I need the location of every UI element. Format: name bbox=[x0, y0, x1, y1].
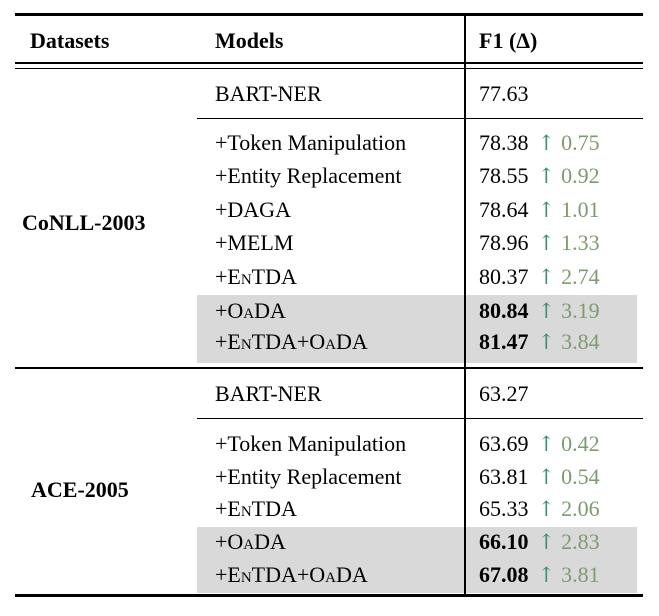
table-row: +EnTDA+OaDA 67.08 ↑ 3.81 bbox=[0, 559, 659, 592]
model-cell: +OaDA bbox=[215, 529, 286, 554]
delta-value: 0.54 bbox=[561, 464, 600, 489]
up-arrow-icon: ↑ bbox=[537, 264, 556, 289]
model-cell: BART-NER bbox=[215, 380, 322, 406]
delta-value: 1.33 bbox=[561, 230, 600, 255]
f1-value: 78.96 bbox=[479, 230, 529, 255]
f1-cell: 78.55 ↑ 0.92 bbox=[479, 165, 600, 187]
model-cell: +OaDA bbox=[215, 298, 286, 323]
f1-value: 78.38 bbox=[479, 130, 529, 155]
col-header-datasets: Datasets bbox=[30, 27, 110, 53]
table-row: +Token Manipulation 78.38 ↑ 0.75 bbox=[0, 127, 659, 160]
f1-cell: 81.47 ↑ 3.84 bbox=[479, 331, 600, 353]
table-row: +Token Manipulation 63.69 ↑ 0.42 bbox=[0, 428, 659, 461]
ace-baseline-midrule bbox=[197, 418, 643, 420]
table-row: +OaDA 66.10 ↑ 2.83 bbox=[0, 526, 659, 559]
model-cell: +Entity Replacement bbox=[215, 163, 402, 188]
model-cell: +Entity Replacement bbox=[215, 464, 402, 489]
f1-cell: 63.69 ↑ 0.42 bbox=[479, 433, 600, 455]
row-highlight-ace bbox=[197, 527, 637, 593]
f1-cell: 63.27 bbox=[479, 380, 529, 406]
f1-cell: 80.84 ↑ 3.19 bbox=[479, 300, 600, 322]
header-row: Datasets Models F1 (Δ) bbox=[0, 24, 659, 57]
col-header-models: Models bbox=[215, 27, 284, 53]
model-cell: +Token Manipulation bbox=[215, 130, 407, 155]
f1-value: 63.69 bbox=[479, 431, 529, 456]
delta-value: 0.92 bbox=[561, 163, 600, 188]
table-row: +Entity Replacement 78.55 ↑ 0.92 bbox=[0, 160, 659, 193]
f1-cell: 77.63 bbox=[479, 83, 529, 105]
f1-value: 80.37 bbox=[479, 263, 529, 289]
f1-cell: 67.08 ↑ 3.81 bbox=[479, 564, 600, 586]
delta-value: 3.81 bbox=[561, 562, 600, 587]
delta-value: 2.06 bbox=[561, 496, 600, 521]
f1-cell: 78.96 ↑ 1.33 bbox=[479, 232, 600, 254]
row-highlight-conll bbox=[197, 295, 637, 363]
up-arrow-icon: ↑ bbox=[537, 497, 556, 521]
model-cell: +DAGA bbox=[215, 196, 291, 222]
table-row: BART-NER 63.27 bbox=[0, 377, 659, 410]
model-cell: +EnTDA+OaDA bbox=[215, 329, 368, 354]
f1-value: 78.64 bbox=[479, 196, 529, 222]
up-arrow-icon: ↑ bbox=[537, 432, 556, 456]
model-cell: +MELM bbox=[215, 230, 294, 255]
model-cell: +EnTDA bbox=[215, 263, 297, 289]
f1-value: 81.47 bbox=[479, 329, 529, 354]
up-arrow-icon: ↑ bbox=[537, 465, 556, 489]
up-arrow-icon: ↑ bbox=[537, 299, 556, 323]
f1-value: 80.84 bbox=[479, 298, 529, 323]
table-row: +MELM 78.96 ↑ 1.33 bbox=[0, 227, 659, 260]
header-double-rule-2 bbox=[15, 67, 643, 69]
f1-cell: 63.81 ↑ 0.54 bbox=[479, 466, 600, 488]
delta-value: 2.74 bbox=[561, 263, 600, 289]
header-double-rule-1 bbox=[15, 61, 643, 64]
table-row: +EnTDA 65.33 ↑ 2.06 bbox=[0, 493, 659, 526]
f1-cell: 80.37 ↑ 2.74 bbox=[479, 263, 600, 289]
f1-value: 63.27 bbox=[479, 380, 529, 406]
f1-cell: 65.33 ↑ 2.06 bbox=[479, 498, 600, 520]
f1-cell: 66.10 ↑ 2.83 bbox=[479, 531, 600, 553]
up-arrow-icon: ↑ bbox=[537, 530, 556, 554]
f1-value: 65.33 bbox=[479, 496, 529, 521]
up-arrow-icon: ↑ bbox=[537, 563, 556, 587]
table-row: +EnTDA+OaDA 81.47 ↑ 3.84 bbox=[0, 326, 659, 359]
up-arrow-icon: ↑ bbox=[537, 197, 556, 222]
dataset-label-conll-2003: CoNLL-2003 bbox=[22, 210, 146, 235]
f1-value: 77.63 bbox=[479, 81, 529, 106]
f1-value: 66.10 bbox=[479, 529, 529, 554]
up-arrow-icon: ↑ bbox=[537, 131, 556, 155]
delta-value: 0.75 bbox=[561, 130, 600, 155]
model-cell: +EnTDA bbox=[215, 496, 297, 521]
f1-value: 67.08 bbox=[479, 562, 529, 587]
up-arrow-icon: ↑ bbox=[537, 164, 556, 188]
delta-value: 2.83 bbox=[561, 529, 600, 554]
f1-value: 78.55 bbox=[479, 163, 529, 188]
delta-value: 0.42 bbox=[561, 431, 600, 456]
table-top-rule bbox=[15, 13, 643, 16]
delta-value: 1.01 bbox=[561, 196, 600, 222]
section-divider-rule bbox=[15, 367, 643, 369]
model-cell: BART-NER bbox=[215, 81, 322, 106]
table-bottom-rule bbox=[15, 594, 643, 597]
model-cell: +EnTDA+OaDA bbox=[215, 562, 368, 587]
up-arrow-icon: ↑ bbox=[537, 330, 556, 354]
up-arrow-icon: ↑ bbox=[537, 231, 556, 255]
table-row: +OaDA 80.84 ↑ 3.19 bbox=[0, 295, 659, 328]
dataset-label-ace-2005: ACE-2005 bbox=[31, 477, 129, 502]
table-row: +DAGA 78.64 ↑ 1.01 bbox=[0, 193, 659, 226]
f1-cell: 78.64 ↑ 1.01 bbox=[479, 196, 600, 222]
delta-value: 3.84 bbox=[561, 329, 600, 354]
model-cell: +Token Manipulation bbox=[215, 431, 407, 456]
f1-value: 63.81 bbox=[479, 464, 529, 489]
table-row: +Entity Replacement 63.81 ↑ 0.54 bbox=[0, 461, 659, 494]
delta-value: 3.19 bbox=[561, 298, 600, 323]
f1-column-divider bbox=[464, 13, 466, 595]
f1-cell: 78.38 ↑ 0.75 bbox=[479, 132, 600, 154]
table-row: BART-NER 77.63 bbox=[0, 78, 659, 111]
col-header-f1: F1 (Δ) bbox=[479, 27, 538, 53]
conll-baseline-midrule bbox=[197, 117, 643, 119]
table-row: +EnTDA 80.37 ↑ 2.74 bbox=[0, 260, 659, 293]
